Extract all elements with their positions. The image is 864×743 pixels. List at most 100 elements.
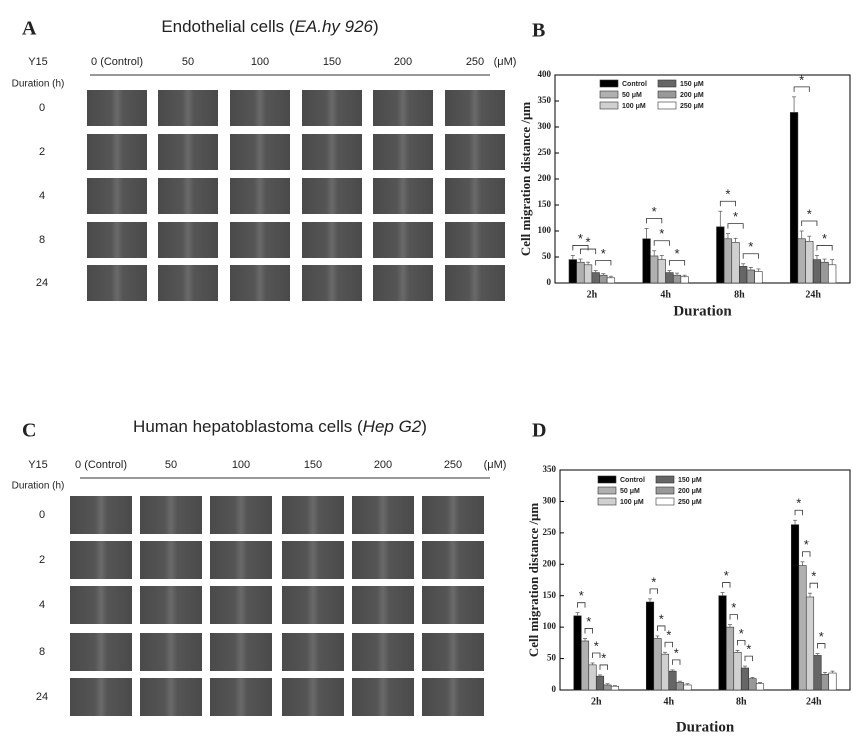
plot-frame — [559, 469, 851, 691]
unit-label: (μM) — [484, 459, 507, 471]
migration-image — [422, 586, 484, 624]
bar — [746, 269, 755, 284]
legend-label: 100 μM — [622, 103, 646, 110]
bar — [820, 673, 830, 691]
migration-image — [445, 134, 505, 170]
panel-letter: D — [532, 420, 546, 442]
migration-image — [140, 541, 202, 579]
bar — [573, 615, 582, 691]
bar — [580, 640, 590, 691]
legend-label: 250 μM — [680, 103, 704, 110]
y-tick-label: 150 — [538, 199, 552, 209]
y-tick-label: 350 — [538, 95, 552, 105]
legend-label: 200 μM — [680, 92, 704, 99]
significance-bracket — [817, 643, 826, 649]
significance-bracket — [729, 614, 738, 620]
migration-image — [140, 496, 202, 534]
y-tick-label: 50 — [547, 653, 557, 663]
duration-row-label: 4 — [39, 190, 45, 202]
migration-image — [158, 265, 218, 301]
bar — [650, 255, 659, 284]
migration-image — [445, 222, 505, 258]
legend-label: 250 μM — [678, 499, 702, 506]
significance-mark: * — [578, 231, 583, 246]
bar — [665, 272, 674, 284]
migration-image — [87, 265, 147, 301]
y-tick-label: 100 — [538, 225, 552, 235]
legend-swatch — [657, 79, 677, 88]
migration-image — [210, 678, 272, 716]
migration-image — [302, 90, 362, 126]
significance-bracket — [816, 245, 833, 251]
migration-image — [87, 134, 147, 170]
bar — [606, 277, 616, 284]
x-axis-label: Duration — [673, 303, 732, 319]
migration-image — [302, 265, 362, 301]
bar — [610, 685, 620, 691]
bar — [755, 683, 765, 691]
legend-swatch — [599, 79, 619, 88]
migration-image — [230, 222, 290, 258]
migration-image — [70, 541, 132, 579]
legend-label: Control — [622, 81, 647, 88]
treatment-label: Y15 — [28, 459, 48, 471]
migration-image — [445, 265, 505, 301]
migration-image — [210, 586, 272, 624]
concentration-label: 200 — [394, 56, 412, 68]
y-tick-label: 250 — [543, 527, 557, 537]
panel-letter: B — [532, 20, 545, 42]
significance-mark: * — [666, 628, 671, 643]
significance-mark: * — [724, 568, 729, 583]
legend-label: Control — [620, 477, 645, 484]
treatment-label: Y15 — [28, 56, 48, 68]
migration-image — [422, 541, 484, 579]
duration-row-label: 24 — [36, 691, 48, 703]
bar — [805, 241, 814, 284]
bar — [568, 259, 577, 284]
x-tick-label: 4h — [660, 289, 671, 300]
migration-image — [373, 222, 433, 258]
migration-image — [210, 633, 272, 671]
legend-swatch — [657, 90, 677, 99]
migration-image — [158, 90, 218, 126]
migration-image — [302, 134, 362, 170]
y-tick-label: 200 — [543, 558, 557, 568]
bar — [718, 595, 727, 691]
bar — [576, 261, 585, 284]
significance-bracket — [592, 652, 601, 658]
significance-bracket — [669, 260, 686, 266]
legend-swatch — [655, 486, 675, 495]
significance-bracket — [794, 509, 803, 516]
significance-mark: * — [659, 611, 664, 626]
significance-mark: * — [594, 638, 599, 653]
duration-label: Duration (h) — [12, 481, 65, 492]
x-tick-label: 2h — [591, 696, 602, 707]
significance-bracket — [584, 628, 593, 634]
significance-mark: * — [586, 614, 591, 629]
migration-image — [352, 541, 414, 579]
x-tick-label: 4h — [663, 696, 674, 707]
y-tick-label: 300 — [543, 495, 557, 505]
significance-bracket — [722, 582, 731, 588]
bar — [603, 684, 612, 691]
y-tick-label: 150 — [543, 590, 557, 600]
x-tick-label: 24h — [806, 696, 822, 707]
concentration-label: 0 (Control) — [91, 56, 143, 68]
significance-bracket — [595, 260, 612, 266]
unit-label: (μM) — [494, 56, 517, 68]
migration-image — [422, 496, 484, 534]
significance-bracket — [657, 625, 666, 631]
concentration-label: 50 — [182, 56, 194, 68]
bar — [653, 638, 662, 691]
panel-letter: C — [22, 420, 36, 442]
legend-swatch — [599, 101, 619, 110]
migration-image — [352, 633, 414, 671]
concentration-label: 150 — [304, 459, 322, 471]
duration-row-label: 4 — [39, 599, 45, 611]
significance-bracket — [572, 245, 589, 251]
concentration-label: 0 (Control) — [75, 459, 127, 471]
migration-image — [282, 586, 344, 624]
significance-mark: * — [674, 645, 679, 660]
title-part: ) — [373, 17, 379, 36]
legend-label: 150 μM — [680, 81, 704, 88]
